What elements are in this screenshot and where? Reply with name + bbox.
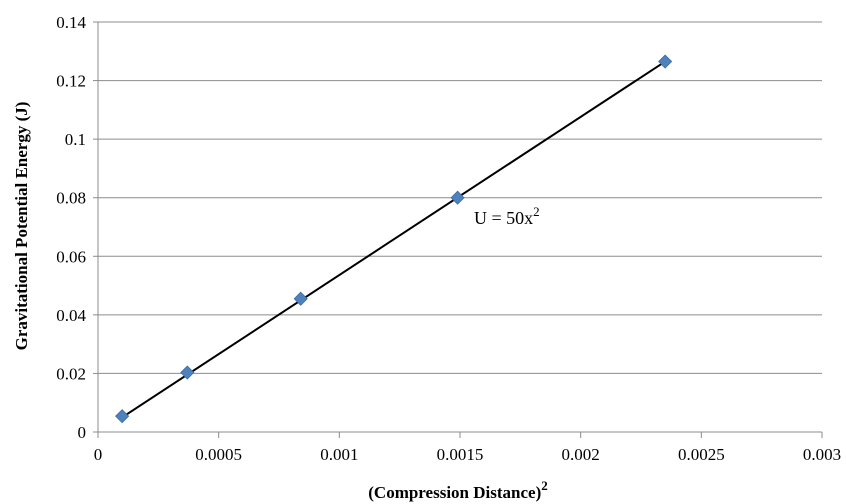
y-tick-label-0: 0 [78, 423, 87, 442]
trendline [121, 60, 666, 419]
data-point-0-3 [450, 190, 465, 205]
equation-annotation: U = 50x2 [474, 204, 540, 228]
x-tick-label-1: 0.0005 [195, 445, 242, 464]
trendline-layer [121, 60, 666, 419]
x-tick-label-5: 0.0025 [678, 445, 725, 464]
x-tick-label-2: 0.001 [320, 445, 358, 464]
y-tick-label-4: 0.08 [56, 189, 86, 208]
y-axis-title: Gravitational Potential Energy (J) [12, 102, 31, 351]
y-tick-label-1: 0.02 [56, 364, 86, 383]
y-tick-label-7: 0.14 [56, 13, 86, 32]
x-tick-label-3: 0.0015 [437, 445, 484, 464]
gridlines [98, 21, 822, 374]
x-axis-title: (Compression Distance)2 [368, 478, 547, 502]
tick-labels: 0 0.02 0.04 0.06 0.08 0.1 0.12 0.14 0 0.0005 0.001… [56, 13, 841, 464]
axes [93, 21, 823, 438]
x-tick-label-6: 0.003 [803, 445, 841, 464]
data-point-0-4 [658, 54, 673, 69]
y-tick-label-5: 0.1 [65, 130, 86, 149]
x-tick-label-0: 0 [94, 445, 103, 464]
equation-text: U = 50x [474, 208, 533, 228]
y-tick-label-6: 0.12 [56, 72, 86, 91]
data-points [115, 54, 673, 424]
y-tick-label-2: 0.04 [56, 306, 86, 325]
equation-superscript: 2 [533, 204, 540, 219]
x-tick-label-4: 0.002 [562, 445, 600, 464]
x-axis-title-text: (Compression Distance) [368, 483, 541, 502]
x-axis-title-superscript: 2 [541, 478, 548, 493]
data-point-0-0 [115, 409, 130, 424]
data-point-0-2 [293, 291, 308, 306]
y-tick-label-3: 0.06 [56, 247, 86, 266]
data-point-0-1 [180, 365, 195, 380]
